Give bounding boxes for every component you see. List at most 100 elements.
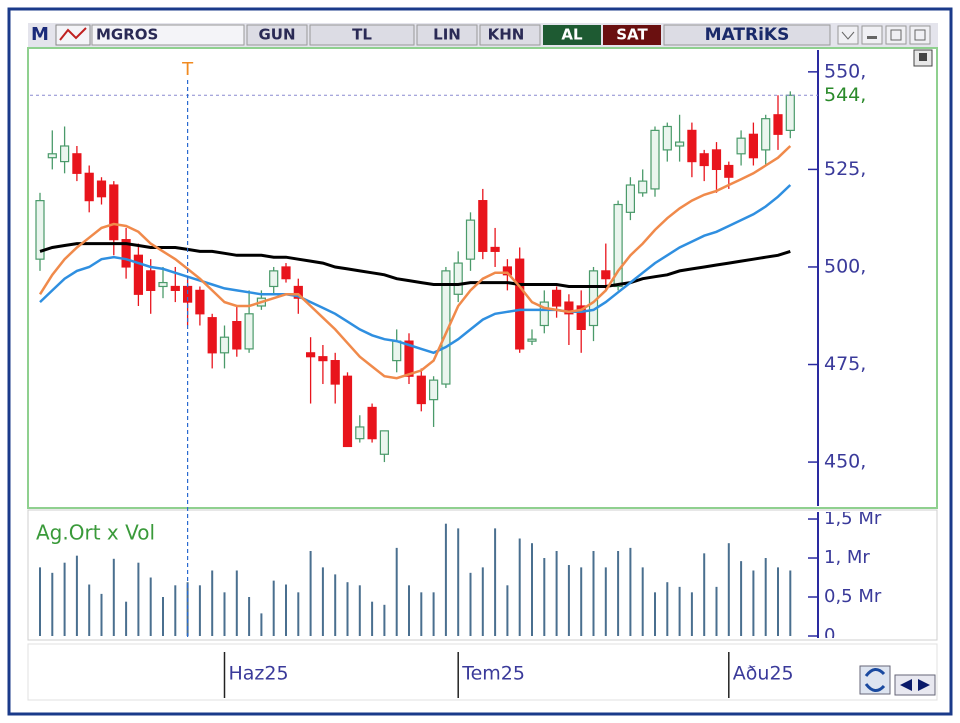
- candle-body: [47, 153, 57, 159]
- candle-body: [404, 340, 414, 377]
- candle-body: [539, 301, 549, 327]
- candle-body: [625, 184, 636, 213]
- candle-body: [613, 203, 623, 288]
- volume-bar: [272, 580, 275, 636]
- candle-body: [478, 200, 488, 252]
- maximize-button[interactable]: [885, 25, 907, 45]
- volume-bar: [654, 592, 656, 636]
- minimize-button[interactable]: [861, 25, 883, 45]
- scroll-glyph: [900, 679, 930, 691]
- volume-bar: [346, 582, 349, 636]
- volume-bar: [162, 597, 164, 636]
- volume-label: Ag.Ort x Vol: [36, 521, 155, 545]
- candle-body: [761, 118, 771, 151]
- volume-bar: [408, 585, 410, 636]
- candle-body: [367, 406, 377, 440]
- volume-bar: [506, 585, 509, 636]
- volume-bar: [740, 561, 743, 636]
- maximize-glyph: [890, 29, 902, 41]
- candle-body: [736, 137, 746, 155]
- volume-bar: [198, 585, 201, 636]
- candle-body: [748, 133, 759, 159]
- candle-body: [244, 313, 254, 350]
- candle-body: [416, 375, 426, 405]
- volume-bar: [51, 572, 54, 636]
- volume-bar: [285, 584, 287, 636]
- app-icon[interactable]: M: [31, 24, 49, 45]
- candle-body: [601, 270, 611, 280]
- volume-bar: [125, 601, 128, 636]
- volume-bar: [297, 592, 300, 636]
- volume-bar: [88, 584, 91, 636]
- brand-box: [663, 24, 831, 46]
- volume-bar: [543, 558, 546, 636]
- candle-body: [392, 340, 402, 362]
- period-button[interactable]: [246, 24, 308, 46]
- volume-bar: [260, 613, 263, 636]
- volume-bar: [457, 528, 460, 636]
- candle-body: [170, 285, 180, 291]
- candle-body: [121, 239, 131, 268]
- volume-bar: [309, 550, 312, 636]
- volume-bar: [420, 592, 423, 636]
- ma-line: [39, 184, 792, 355]
- volume-bar: [112, 558, 115, 636]
- volume-plot: [39, 523, 792, 636]
- dropdown-button[interactable]: [837, 25, 859, 45]
- candle-body: [429, 379, 439, 401]
- scale-button[interactable]: [416, 24, 478, 46]
- buy-button[interactable]: [543, 25, 601, 45]
- kind-button[interactable]: [479, 24, 541, 46]
- candle-body: [687, 129, 697, 163]
- symbol: MGROS: [96, 26, 158, 44]
- volume-bar: [777, 567, 779, 636]
- volume-bar: [137, 562, 140, 636]
- volume-bar: [592, 550, 595, 636]
- volume-bar: [321, 567, 324, 636]
- symbol-box[interactable]: [91, 24, 245, 46]
- volume-tick-label: 1, Mr: [824, 547, 870, 568]
- volume-bar: [63, 562, 66, 636]
- candle-body: [293, 285, 303, 299]
- y-tick-label: 525,: [824, 158, 866, 180]
- volume-bar: [764, 558, 767, 636]
- candle-body: [72, 153, 82, 174]
- candle-body: [306, 352, 316, 358]
- volume-bar: [75, 555, 78, 636]
- volume-bar: [518, 538, 521, 636]
- close-button[interactable]: [909, 25, 931, 45]
- x-tick-label: Haz25: [229, 663, 289, 685]
- sell-button[interactable]: [603, 25, 661, 45]
- volume-bar: [149, 577, 152, 636]
- candle-body: [330, 360, 340, 385]
- volume-bar: [690, 592, 693, 636]
- candle-body: [490, 246, 500, 252]
- candle-body: [195, 289, 205, 315]
- sell: SAT: [616, 26, 648, 44]
- candle-body: [650, 129, 660, 190]
- candle-body: [564, 301, 574, 315]
- cursor-label: T: [181, 59, 194, 80]
- y-tick-label: 475,: [824, 353, 866, 375]
- scroll-buttons[interactable]: [894, 674, 936, 696]
- toolbar: M MGROS GUN TL LIN KHN AL SAT MATRiKS: [28, 23, 938, 47]
- currency-button[interactable]: [309, 24, 415, 46]
- volume-tick-label: 0: [824, 625, 835, 646]
- dropdown-glyph: [841, 31, 855, 40]
- volume-bar: [678, 586, 681, 636]
- candle-body: [318, 356, 328, 362]
- volume-bar: [211, 570, 214, 636]
- candle-body: [219, 336, 230, 354]
- candle-body: [699, 153, 709, 167]
- scale: LIN: [433, 26, 461, 44]
- close-glyph: [914, 29, 926, 41]
- volume-bar: [752, 570, 755, 636]
- volume-bar: [383, 604, 386, 636]
- candle-body: [551, 289, 562, 307]
- volume-tick-label: 1,5 Mr: [824, 508, 882, 529]
- candle-body: [674, 141, 685, 147]
- brand: MATRiKS: [705, 25, 790, 45]
- x-tick-label: Tem25: [461, 663, 525, 685]
- volume-tick-label: 0,5 Mr: [824, 586, 882, 607]
